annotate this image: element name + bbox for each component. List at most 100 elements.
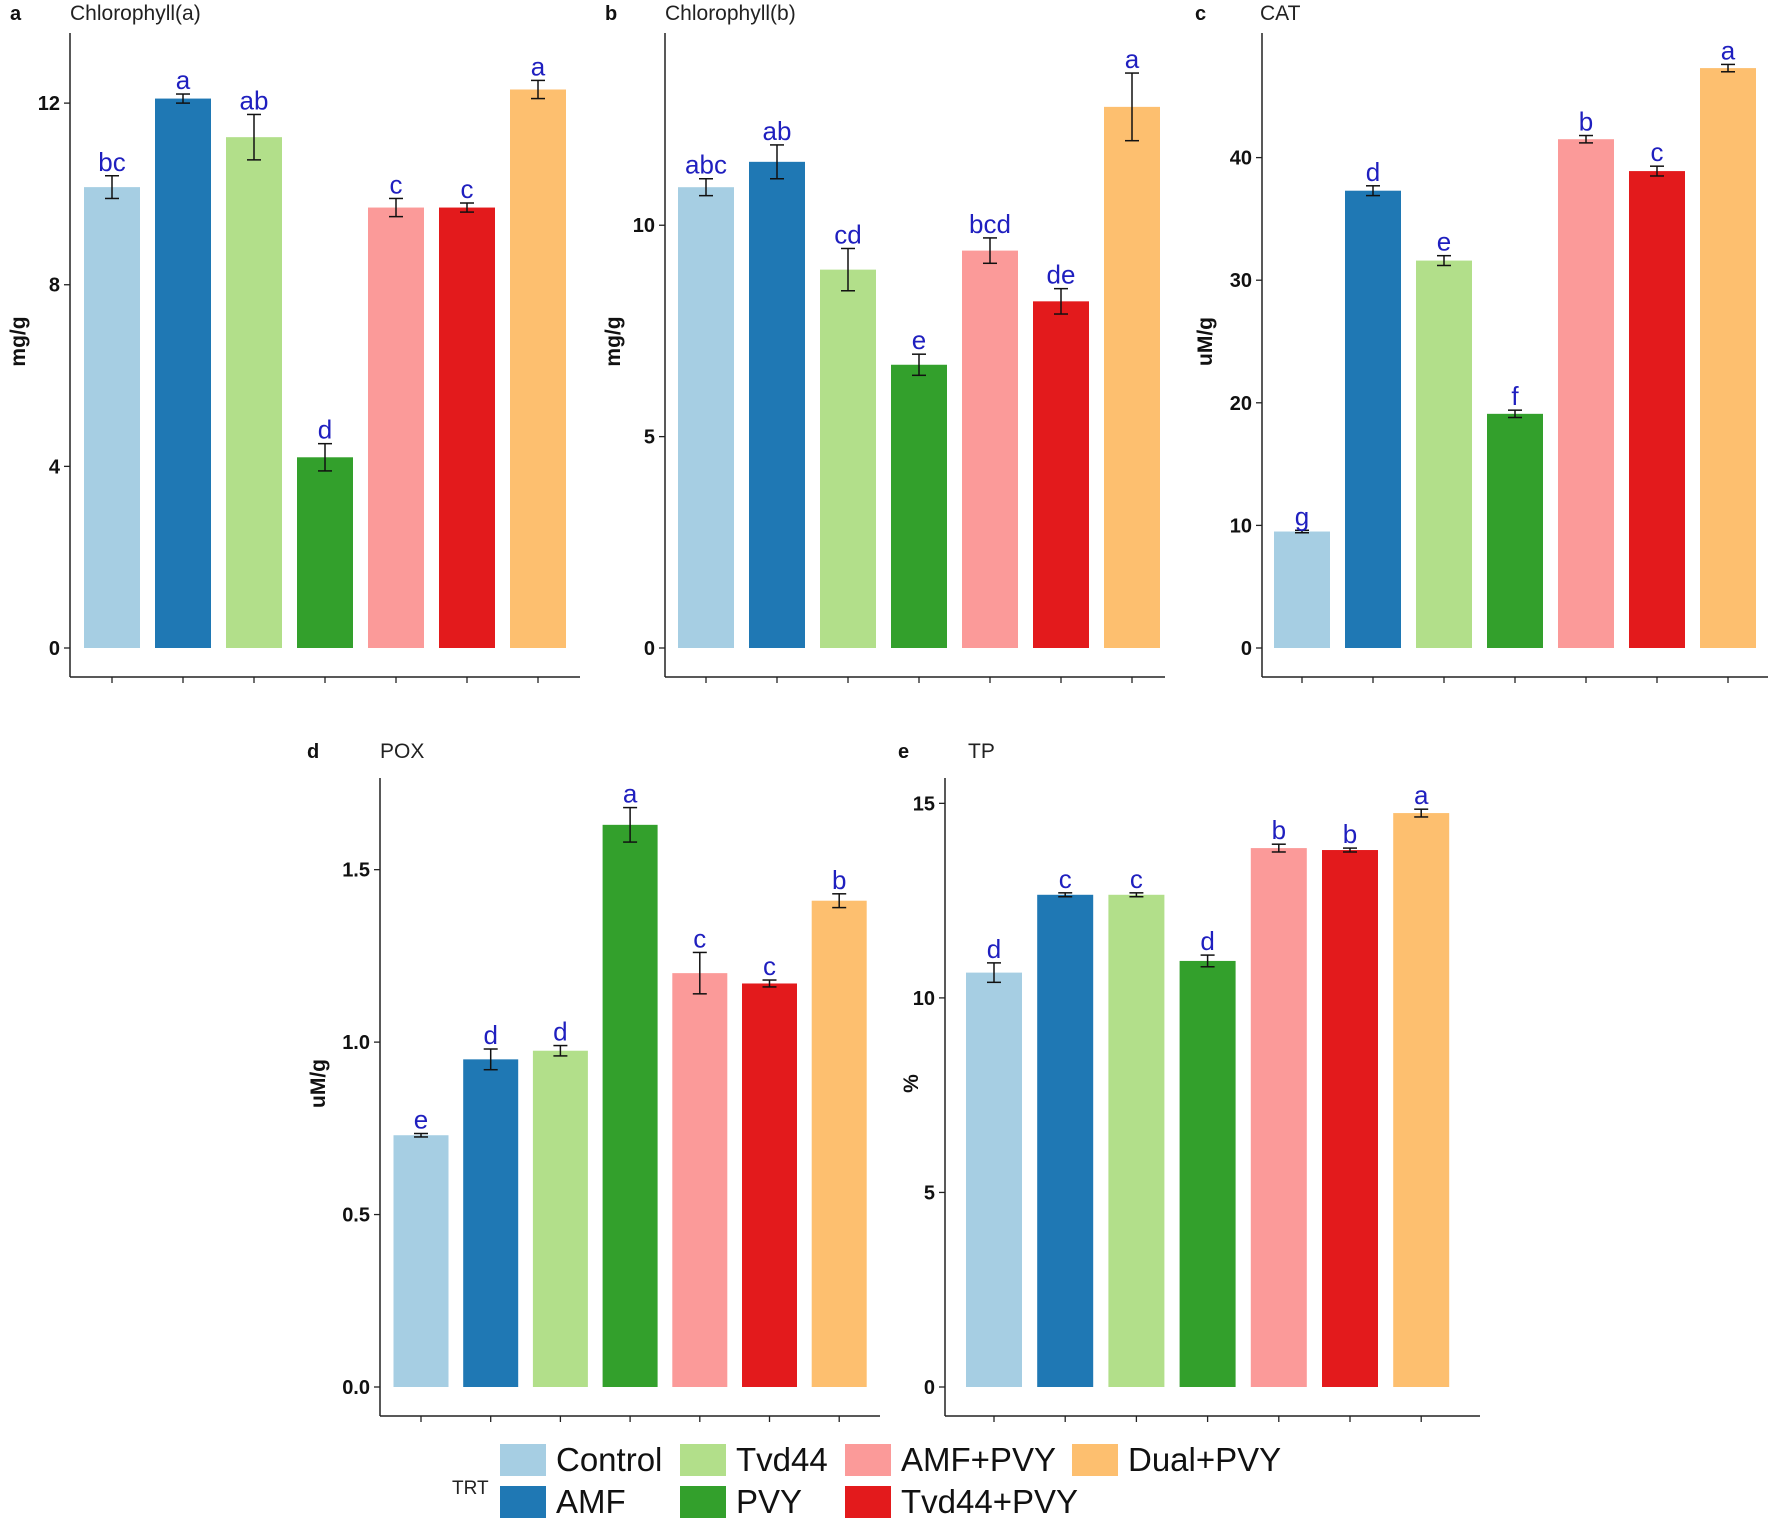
significance-letter-e-3: d [1200, 926, 1214, 956]
y-tick-label-b-0: 0 [644, 638, 655, 660]
panel-title-a: Chlorophyll(a) [70, 2, 201, 25]
legend-item-tvd44: Tvd44 [680, 1440, 828, 1480]
bar-c-6 [1700, 68, 1756, 649]
significance-letter-a-5: c [461, 174, 474, 204]
bar-d-0 [393, 1135, 449, 1387]
y-axis-label-e: % [900, 1074, 923, 1093]
bar-d-1 [463, 1059, 519, 1387]
y-tick-label-e-1: 5 [924, 1182, 935, 1204]
significance-letter-d-4: c [693, 923, 706, 953]
legend-label-control: Control [556, 1441, 663, 1478]
panel-letter-d: d [307, 741, 319, 763]
y-tick-label-b-1: 5 [644, 427, 655, 449]
legend-item-amf-pvy: AMF+PVY [845, 1440, 1056, 1480]
legend-label-pvy: PVY [736, 1483, 803, 1520]
bar-b-0 [678, 187, 734, 648]
y-tick-label-c-0: 0 [1241, 638, 1252, 660]
legend-item-control: Control [500, 1440, 662, 1480]
y-tick-label-a-0: 0 [49, 638, 60, 660]
bar-a-2 [226, 137, 282, 648]
panel-title-e: TP [968, 740, 995, 763]
bar-d-3 [602, 824, 658, 1387]
significance-letter-b-1: ab [763, 116, 792, 146]
significance-letter-b-2: cd [834, 219, 861, 249]
y-tick-label-c-4: 40 [1230, 148, 1252, 170]
significance-letter-e-5: b [1343, 819, 1357, 849]
legend: TRT Control AMF Tvd44 PVY AMF+PVY Tvd44+… [440, 1440, 1340, 1520]
bar-e-4 [1250, 848, 1307, 1387]
panel-title-c: CAT [1260, 2, 1301, 25]
significance-letter-a-2: ab [240, 85, 269, 115]
bar-e-1 [1037, 894, 1094, 1387]
legend-label-amf: AMF [556, 1483, 626, 1520]
y-tick-label-a-1: 4 [49, 456, 61, 478]
legend-swatch-pvy [680, 1486, 726, 1518]
significance-letter-b-3: e [912, 325, 926, 355]
significance-letter-e-6: a [1414, 780, 1429, 810]
panel-title-b: Chlorophyll(b) [665, 2, 796, 25]
legend-swatch-tvd44 [680, 1444, 726, 1476]
significance-letter-c-1: d [1366, 157, 1380, 187]
significance-letter-d-5: c [763, 951, 776, 981]
bar-b-5 [1033, 301, 1089, 648]
bar-d-2 [532, 1050, 588, 1387]
bar-a-4 [368, 207, 424, 648]
y-axis-label-d: uM/g [307, 1059, 330, 1108]
panel-letter-a: a [10, 3, 22, 25]
significance-letter-c-0: g [1295, 501, 1309, 531]
significance-letter-d-2: d [553, 1017, 567, 1047]
legend-swatch-tvd44-pvy [845, 1486, 891, 1518]
y-axis-label-b: mg/g [602, 316, 625, 366]
y-tick-label-d-1: 0.5 [342, 1205, 370, 1227]
bar-c-5 [1629, 171, 1685, 648]
significance-letter-c-2: e [1437, 227, 1451, 257]
bar-c-2 [1416, 260, 1472, 648]
y-tick-label-d-0: 0.0 [342, 1377, 370, 1399]
y-tick-label-c-3: 30 [1230, 270, 1252, 292]
significance-letter-b-0: abc [685, 150, 727, 180]
bar-c-3 [1487, 413, 1543, 648]
bar-b-3 [891, 364, 947, 648]
legend-label-amf-pvy: AMF+PVY [901, 1441, 1056, 1478]
y-tick-label-d-2: 1.0 [342, 1032, 370, 1054]
significance-letter-c-6: a [1721, 35, 1736, 65]
significance-letter-c-3: f [1511, 381, 1519, 411]
legend-swatch-amf-pvy [845, 1444, 891, 1476]
bar-b-2 [820, 269, 876, 648]
legend-label-tvd44-pvy: Tvd44+PVY [901, 1483, 1079, 1520]
y-tick-label-e-3: 15 [913, 793, 935, 815]
significance-letter-d-3: a [623, 779, 638, 809]
panel-letter-c: c [1195, 3, 1206, 25]
bar-a-1 [155, 98, 211, 648]
significance-letter-b-5: de [1047, 260, 1076, 290]
bar-a-0 [84, 187, 140, 649]
bar-b-1 [749, 161, 805, 649]
y-tick-label-b-2: 10 [633, 215, 655, 237]
bar-a-5 [439, 207, 495, 648]
bar-b-4 [962, 250, 1018, 648]
legend-item-pvy: PVY [680, 1482, 802, 1522]
legend-item-amf: AMF [500, 1482, 626, 1522]
legend-swatch-amf [500, 1486, 546, 1518]
legend-label-tvd44: Tvd44 [736, 1441, 828, 1478]
bar-d-4 [672, 973, 728, 1387]
panel-letter-e: e [898, 741, 909, 763]
y-tick-label-c-1: 10 [1230, 515, 1252, 537]
legend-swatch-control [500, 1444, 546, 1476]
bar-e-0 [966, 972, 1022, 1387]
significance-letter-a-3: d [318, 415, 332, 445]
panel-title-d: POX [380, 740, 424, 763]
bar-e-5 [1322, 850, 1378, 1387]
significance-letter-b-4: bcd [969, 209, 1011, 239]
bar-d-6 [811, 900, 867, 1387]
significance-letter-a-0: bc [98, 147, 125, 177]
y-tick-label-a-3: 12 [38, 93, 60, 115]
legend-title: TRT [452, 1478, 489, 1499]
y-tick-label-d-3: 1.5 [342, 860, 370, 882]
bar-d-5 [742, 983, 797, 1387]
y-tick-label-c-2: 20 [1230, 393, 1252, 415]
panel-letter-b: b [605, 3, 617, 25]
bar-a-3 [297, 457, 353, 648]
significance-letter-e-2: c [1130, 864, 1143, 894]
